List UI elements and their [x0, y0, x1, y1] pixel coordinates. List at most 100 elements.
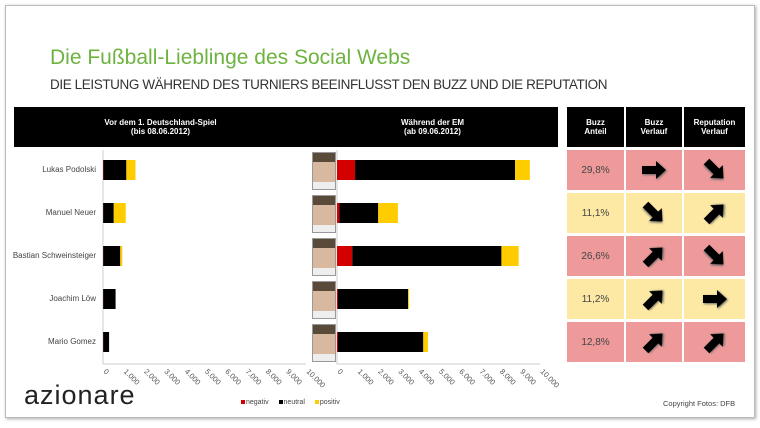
chart-title-line1: Vor dem 1. Deutschland-Spiel	[104, 118, 217, 127]
header-line: Reputation	[693, 118, 736, 127]
arrow-down-right-icon	[703, 244, 723, 265]
buzz-share-cell: 26,6%	[567, 236, 624, 276]
x-tick-label: 3.000	[162, 367, 182, 387]
arrow-right-icon	[702, 290, 727, 308]
bar-negativ	[337, 332, 339, 352]
bar-positiv	[378, 203, 398, 223]
buzz-share-cell: 29,8%	[567, 150, 624, 190]
buzz-trend-cell	[626, 279, 682, 319]
reputation-trend-cell	[684, 150, 745, 190]
player-name: Joachim Löw	[49, 294, 96, 303]
buzz-share: 12,8%	[581, 336, 610, 348]
bar-neutral	[103, 289, 116, 309]
chart-title-line2: (bis 08.06.2012)	[130, 127, 191, 136]
table-header: Reputation Verlauf	[684, 107, 745, 147]
bar-neutral	[103, 203, 114, 223]
bar-positiv	[408, 289, 410, 309]
x-tick-label: 2.000	[376, 367, 396, 387]
legend-positiv: positiv	[314, 399, 340, 406]
bar-negativ	[337, 203, 340, 223]
player-name: Bastian Schweinsteiger	[12, 251, 96, 260]
x-tick-label: 0	[102, 367, 111, 376]
buzz-share: 29,8%	[581, 164, 610, 176]
player-name: Manuel Neuer	[45, 208, 96, 217]
bar-positiv	[120, 246, 123, 266]
legend-neutral: neutral	[278, 399, 305, 406]
bar-negativ	[337, 289, 339, 309]
header-line: Anteil	[584, 127, 607, 136]
bar-neutral	[103, 246, 121, 266]
page-subtitle: DIE LEISTUNG WÄHREND DES TURNIERS BEEINF…	[50, 77, 608, 92]
arrow-down-right-icon	[642, 201, 663, 222]
bar-negativ	[337, 246, 353, 266]
bar-positiv	[126, 160, 136, 180]
arrow-right-icon	[642, 161, 666, 179]
bar-neutral	[355, 160, 516, 180]
x-tick-label: 10.000	[305, 367, 328, 390]
copyright: Copyright Fotos: DFB	[663, 399, 736, 408]
bar-neutral	[338, 332, 424, 352]
bar-neutral	[352, 246, 502, 266]
buzz-trend-cell	[626, 193, 682, 233]
x-tick-label: 3.000	[396, 367, 416, 387]
x-tick-label: 8.000	[264, 367, 284, 387]
header-line: Verlauf	[701, 127, 728, 136]
bar-neutral	[103, 160, 127, 180]
buzz-share-cell: 11,2%	[567, 279, 624, 319]
player-photo	[312, 195, 336, 233]
x-tick-label: 4.000	[417, 367, 437, 387]
player-name: Lukas Podolski	[42, 165, 96, 174]
arrow-up-right-icon	[703, 333, 723, 354]
x-tick-label: 4.000	[183, 367, 203, 387]
reputation-trend-cell	[684, 193, 745, 233]
bar-positiv	[501, 246, 519, 266]
arrow-up-right-icon	[703, 204, 723, 225]
arrow-down-right-icon	[703, 158, 723, 179]
buzz-share-cell: 12,8%	[567, 322, 624, 362]
arrow-up-right-icon	[642, 290, 663, 311]
legend: negativ neutral positiv	[241, 399, 348, 406]
legend-negativ: negativ	[241, 399, 269, 406]
chart-header-during: Während der EM (ab 09.06.2012)	[307, 107, 558, 147]
player-photo	[312, 152, 336, 190]
bar-positiv	[113, 203, 126, 223]
buzz-trend-cell	[626, 322, 682, 362]
header-line: Buzz	[644, 118, 664, 127]
table-header: Buzz Anteil	[567, 107, 624, 147]
arrow-up-right-icon	[642, 333, 663, 354]
buzz-share: 26,6%	[581, 250, 610, 262]
x-tick-label: 1.000	[356, 367, 376, 387]
page-title: Die Fußball-Lieblinge des Social Webs	[50, 46, 411, 69]
buzz-share-cell: 11,1%	[567, 193, 624, 233]
buzz-share: 11,2%	[581, 293, 610, 305]
player-photo	[312, 281, 336, 319]
x-tick-label: 10.000	[539, 367, 562, 390]
arrow-up-right-icon	[642, 247, 663, 268]
table-header: Buzz Verlauf	[626, 107, 682, 147]
buzz-trend-cell	[626, 236, 682, 276]
bar-negativ	[337, 160, 356, 180]
x-tick-label: 5.000	[437, 367, 457, 387]
header-line: Buzz	[586, 118, 605, 127]
x-tick-label: 2.000	[142, 367, 162, 387]
player-photo	[312, 324, 336, 362]
reputation-trend-cell	[684, 279, 745, 319]
bar-positiv	[515, 160, 530, 180]
x-tick-label: 7.000	[478, 367, 498, 387]
x-tick-label: 8.000	[498, 367, 518, 387]
reputation-trend-cell	[684, 322, 745, 362]
slide-frame	[5, 5, 755, 418]
x-tick-label: 6.000	[457, 367, 477, 387]
azionare-logo: azionare	[24, 380, 136, 410]
x-tick-label: 5.000	[203, 367, 223, 387]
x-tick-label: 6.000	[223, 367, 243, 387]
player-name: Mario Gomez	[47, 337, 96, 346]
player-photo	[312, 238, 336, 276]
bar-neutral	[103, 332, 110, 352]
chart-title-line2: (ab 09.06.2012)	[404, 127, 461, 136]
bar-neutral	[339, 203, 379, 223]
reputation-trend-cell	[684, 236, 745, 276]
buzz-share: 11,1%	[581, 207, 610, 219]
x-tick-label: 7.000	[244, 367, 264, 387]
